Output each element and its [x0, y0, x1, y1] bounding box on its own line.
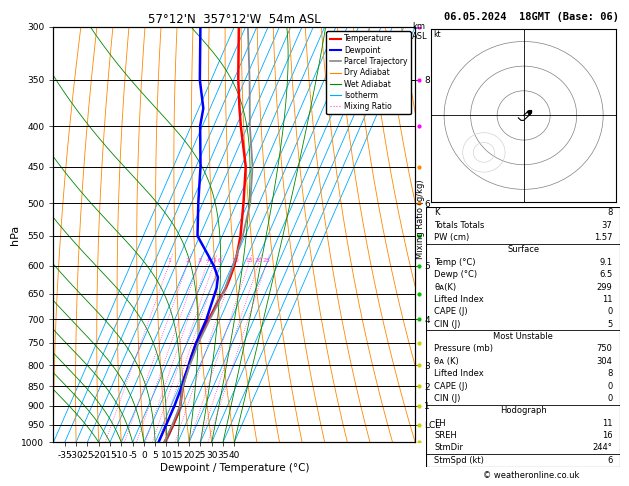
Text: 37: 37 [602, 221, 613, 229]
Text: 3: 3 [197, 258, 201, 263]
Text: SREH: SREH [434, 431, 457, 440]
Text: K: K [434, 208, 440, 217]
Text: 0: 0 [607, 382, 613, 391]
Text: 16: 16 [602, 431, 613, 440]
Text: 15: 15 [245, 258, 253, 263]
Text: Lifted Index: Lifted Index [434, 295, 484, 304]
Text: 750: 750 [596, 345, 613, 353]
Text: 9.1: 9.1 [599, 258, 613, 267]
Y-axis label: hPa: hPa [10, 225, 20, 244]
Text: 0: 0 [607, 394, 613, 403]
Text: 6.5: 6.5 [599, 270, 613, 279]
Text: 299: 299 [597, 282, 613, 292]
Text: CIN (J): CIN (J) [434, 394, 460, 403]
Text: 304: 304 [596, 357, 613, 366]
Text: Pressure (mb): Pressure (mb) [434, 345, 493, 353]
Text: Temp (°C): Temp (°C) [434, 258, 476, 267]
Text: km
ASL: km ASL [412, 22, 428, 41]
Text: Totals Totals: Totals Totals [434, 221, 484, 229]
Text: 11: 11 [602, 295, 613, 304]
X-axis label: Dewpoint / Temperature (°C): Dewpoint / Temperature (°C) [160, 463, 309, 473]
Text: 10: 10 [231, 258, 240, 263]
Text: Hodograph: Hodograph [500, 406, 547, 416]
Text: Most Unstable: Most Unstable [493, 332, 554, 341]
Text: PW (cm): PW (cm) [434, 233, 469, 242]
Text: 0: 0 [607, 307, 613, 316]
Text: 1.57: 1.57 [594, 233, 613, 242]
Text: 4: 4 [206, 258, 209, 263]
Text: Lifted Index: Lifted Index [434, 369, 484, 378]
Text: EH: EH [434, 419, 446, 428]
Text: © weatheronline.co.uk: © weatheronline.co.uk [483, 471, 580, 480]
Title: 57°12'N  357°12'W  54m ASL: 57°12'N 357°12'W 54m ASL [148, 13, 321, 26]
Text: CAPE (J): CAPE (J) [434, 307, 468, 316]
Legend: Temperature, Dewpoint, Parcel Trajectory, Dry Adiabat, Wet Adiabat, Isotherm, Mi: Temperature, Dewpoint, Parcel Trajectory… [326, 32, 411, 114]
Text: StmDir: StmDir [434, 444, 463, 452]
Text: 6: 6 [218, 258, 221, 263]
Text: 20: 20 [255, 258, 263, 263]
Text: 2: 2 [186, 258, 190, 263]
Text: 25: 25 [262, 258, 270, 263]
Text: 8: 8 [607, 208, 613, 217]
Text: 8: 8 [607, 369, 613, 378]
Text: CIN (J): CIN (J) [434, 320, 460, 329]
Text: CAPE (J): CAPE (J) [434, 382, 468, 391]
Text: θᴀ(K): θᴀ(K) [434, 282, 456, 292]
Text: 11: 11 [602, 419, 613, 428]
Text: 1: 1 [167, 258, 172, 263]
Text: 244°: 244° [593, 444, 613, 452]
Text: 5: 5 [212, 258, 216, 263]
Text: 5: 5 [607, 320, 613, 329]
Text: Surface: Surface [507, 245, 540, 254]
Text: Mixing Ratio (g/kg): Mixing Ratio (g/kg) [416, 179, 425, 259]
Text: kt: kt [433, 30, 441, 38]
Text: StmSpd (kt): StmSpd (kt) [434, 456, 484, 465]
Text: 6: 6 [607, 456, 613, 465]
Text: θᴀ (K): θᴀ (K) [434, 357, 459, 366]
Text: 06.05.2024  18GMT (Base: 06): 06.05.2024 18GMT (Base: 06) [444, 12, 619, 22]
Text: Dewp (°C): Dewp (°C) [434, 270, 477, 279]
